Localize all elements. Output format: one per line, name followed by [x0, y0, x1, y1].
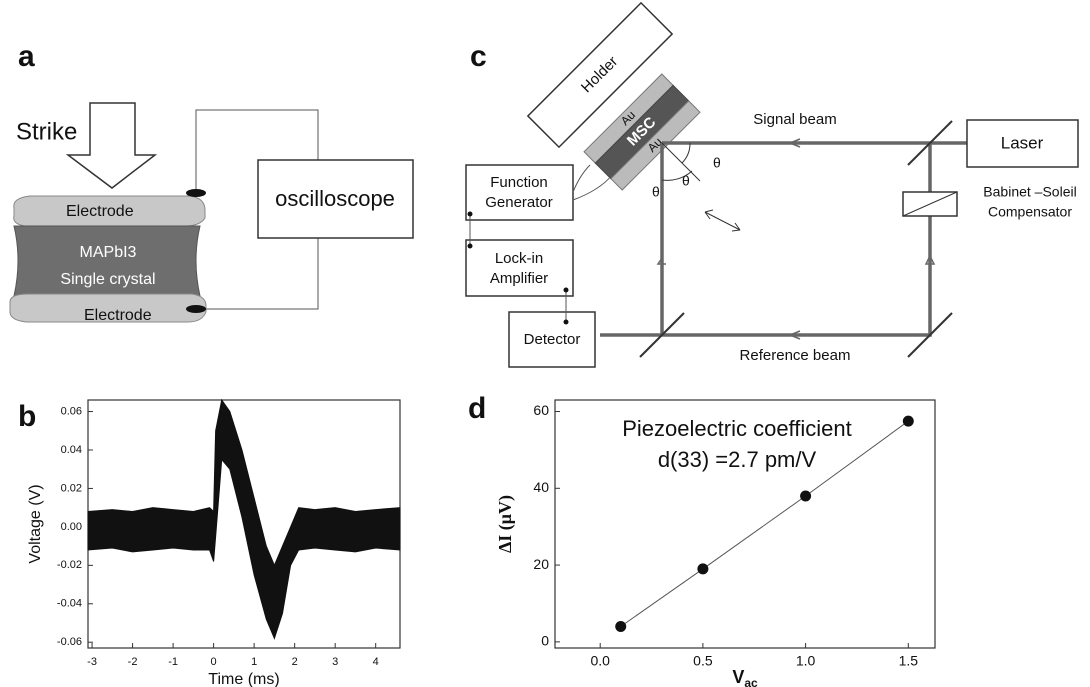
compensator-label: Babinet –Soleil [983, 184, 1076, 200]
dot [467, 243, 473, 249]
x-tick-label: -3 [87, 656, 97, 668]
lockin-label: Lock-in [495, 250, 543, 267]
electrode-label: Electrode [84, 307, 152, 324]
lockin-label: Amplifier [490, 270, 548, 287]
y-tick-label: -0.02 [57, 559, 82, 571]
y-tick-label: 0.04 [61, 444, 82, 456]
dot [563, 287, 569, 293]
laser-box [966, 119, 1079, 168]
theta: θ [713, 155, 721, 171]
x-tick-label: -1 [168, 656, 178, 668]
compensator-label: Compensator [988, 204, 1072, 220]
x-axis-label: Vac [732, 667, 758, 687]
panel-label: d [468, 392, 486, 425]
laser-label: Laser [1001, 133, 1044, 152]
dot [467, 211, 473, 217]
reference-beam-label: Reference beam [740, 347, 851, 364]
theta: θ [682, 173, 690, 189]
x-tick-label: 3 [332, 656, 338, 668]
y-tick-label: 60 [533, 402, 549, 418]
theta: θ [652, 184, 660, 200]
mirror [639, 312, 685, 358]
y-axis-label: ΔI (μV) [495, 495, 516, 553]
crystal-label: Single crystal [60, 271, 155, 288]
beam-arrows [656, 138, 936, 340]
x-tick-label: 0.5 [693, 653, 713, 669]
polarization [704, 209, 741, 232]
panel-label: a [18, 40, 35, 73]
y-tick-label: 0 [541, 633, 549, 649]
contact [186, 189, 206, 197]
x-tick-label: 0.0 [590, 653, 610, 669]
y-tick-label: 0.00 [61, 521, 82, 533]
y-axis-label: Voltage (V) [27, 484, 44, 563]
function-label: Function [490, 174, 548, 191]
y-tick-label: 20 [533, 556, 549, 572]
y-tick-label: 0.02 [61, 482, 82, 494]
oscilloscope-label: oscilloscope [275, 186, 395, 211]
x-tick-label: 0 [211, 656, 217, 668]
detector-box [508, 311, 596, 368]
top-electrode [13, 195, 206, 227]
y-tick-label: -0.04 [57, 598, 82, 610]
strike-label: Strike [16, 118, 77, 145]
bottom-electrode [9, 293, 207, 323]
x-tick-label: 1.5 [899, 653, 919, 669]
wire [195, 109, 319, 310]
oscilloscope-box [257, 159, 414, 239]
holder [526, 1, 674, 149]
mirror [907, 312, 953, 358]
point [902, 415, 914, 427]
signal-beam-label: Signal beam [753, 111, 836, 128]
electrode-label: Electrode [66, 203, 134, 220]
normal [661, 142, 701, 182]
x-tick-label: 1 [251, 656, 257, 668]
angle-arc [661, 142, 693, 181]
mirror [907, 120, 953, 166]
annotation: d(33) =2.7 pm/V [658, 447, 817, 472]
y-tick-label: 0.06 [61, 405, 82, 417]
point [800, 490, 812, 502]
signal-band [87, 398, 401, 640]
wire [469, 164, 613, 322]
x-tick-label: 4 [373, 656, 379, 668]
x-axis-label: Time (ms) [208, 671, 279, 687]
contact [186, 305, 206, 313]
point [697, 563, 709, 575]
beam [600, 141, 932, 337]
dot [563, 319, 569, 325]
strike-arrow [65, 102, 158, 189]
y-tick-label: -0.06 [57, 636, 82, 648]
fit-line [620, 420, 909, 627]
function-box [465, 164, 574, 221]
plot-frame [554, 399, 936, 649]
point [615, 621, 627, 633]
panel-label: c [470, 40, 487, 73]
x-axis-label-main: V [732, 667, 744, 687]
crystal-label: MAPbI3 [80, 244, 137, 261]
function-label: Generator [485, 194, 553, 211]
x-tick-label: 1.0 [796, 653, 816, 669]
x-tick-label: -2 [128, 656, 138, 668]
x-tick-label: 2 [292, 656, 298, 668]
panel-label: b [18, 400, 36, 433]
annotation: Piezoelectric coefficient [622, 416, 852, 441]
y-tick-label: 40 [533, 479, 549, 495]
x-axis-label-sub: ac [744, 676, 758, 687]
lockin-box [465, 239, 574, 297]
detector-label: Detector [524, 331, 581, 348]
compensator [902, 191, 958, 217]
